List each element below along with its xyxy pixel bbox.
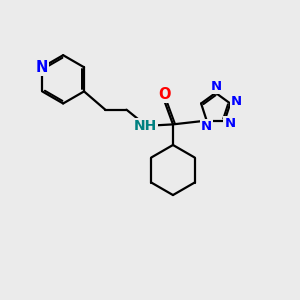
Text: N: N — [224, 117, 236, 130]
Text: NH: NH — [134, 119, 157, 133]
Text: N: N — [201, 120, 212, 133]
Text: N: N — [36, 60, 48, 75]
Text: N: N — [211, 80, 222, 94]
Text: N: N — [231, 95, 242, 109]
Text: O: O — [158, 87, 171, 102]
